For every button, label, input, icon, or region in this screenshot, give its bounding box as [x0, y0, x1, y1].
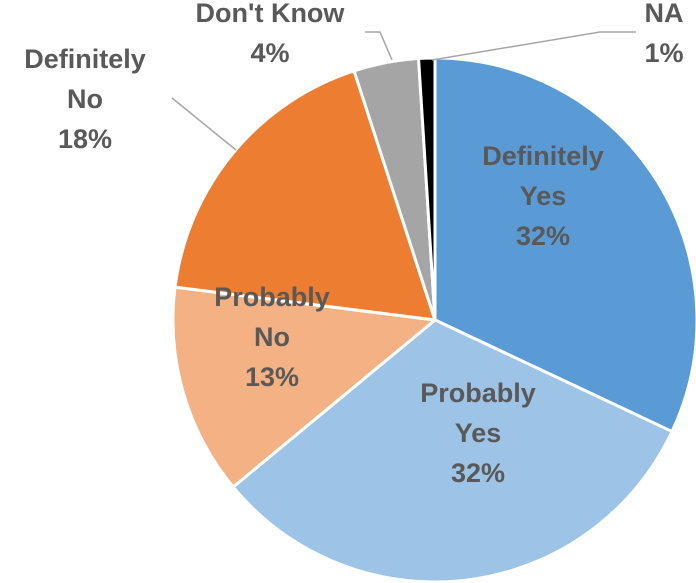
slice-label-definitely-no: Definitely No 18%	[24, 44, 146, 154]
slice-name-line: No	[67, 84, 103, 114]
slice-percent: 32%	[516, 221, 570, 251]
slice-label-probably-yes: Probably Yes 32%	[420, 378, 536, 488]
leader-line-na	[431, 31, 636, 61]
pie-slice-definitely-yes	[433, 56, 696, 434]
pie-slice-probably-no	[171, 285, 437, 489]
slice-name-line: Yes	[455, 418, 502, 448]
slice-name-line: NA	[645, 0, 684, 28]
pie-slices	[171, 56, 696, 583]
slice-label-probably-no: Probably No 13%	[214, 282, 330, 392]
slice-label-na: NA 1%	[644, 0, 683, 68]
pie-slice-definitely-no	[173, 69, 437, 322]
slice-name-line: Definitely	[24, 44, 146, 74]
slice-name-line: Don't Know	[196, 0, 346, 28]
slice-label-definitely-yes: Definitely Yes 32%	[482, 141, 604, 251]
slice-name-line: Probably	[420, 378, 536, 408]
slice-percent: 18%	[58, 124, 112, 154]
slice-name-line: No	[254, 322, 290, 352]
slice-label-don-t-know: Don't Know 4%	[196, 0, 346, 68]
pie-slice-na	[417, 56, 437, 322]
slice-labels: Definitely Yes 32% Probably Yes 32% Probably No…	[24, 0, 683, 488]
slice-name-line: Probably	[214, 282, 330, 312]
slice-percent: 1%	[644, 38, 683, 68]
slice-percent: 13%	[245, 362, 299, 392]
slice-percent: 32%	[451, 458, 505, 488]
leader-line-definitely-no	[171, 97, 237, 151]
slice-name-line: Definitely	[482, 141, 604, 171]
leader-line-don-t-know	[365, 31, 393, 61]
slice-name-line: Yes	[520, 181, 567, 211]
leader-lines	[171, 31, 636, 151]
slice-percent: 4%	[250, 38, 289, 68]
pie-slice-probably-yes	[231, 318, 674, 583]
